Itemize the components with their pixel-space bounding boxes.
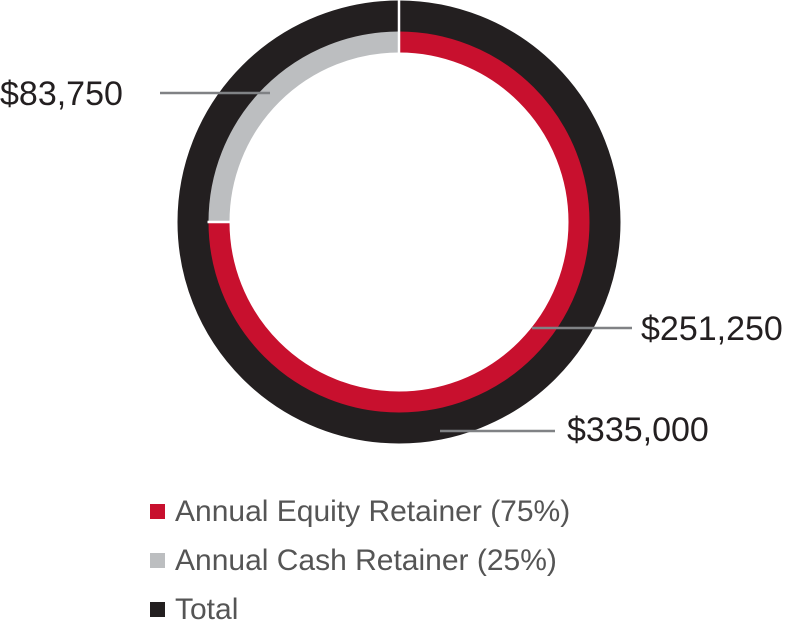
legend-label-total: Total — [175, 592, 239, 626]
data-label-equity: $251,250 — [641, 310, 783, 348]
legend-swatch-equity — [150, 504, 165, 519]
legend-swatch-cash — [150, 553, 165, 568]
legend-item-cash: Annual Cash Retainer (25%) — [150, 536, 570, 585]
legend-label-cash: Annual Cash Retainer (25%) — [175, 543, 557, 577]
legend: Annual Equity Retainer (75%) Annual Cash… — [150, 487, 570, 634]
data-label-cash: $83,750 — [0, 75, 123, 113]
legend-item-equity: Annual Equity Retainer (75%) — [150, 487, 570, 536]
rings-layer — [177, 0, 621, 444]
legend-item-total: Total — [150, 585, 570, 634]
data-label-total: $335,000 — [567, 411, 709, 449]
outer-ring-slice-total — [177, 0, 621, 444]
inner-ring-slice-annual-cash-retainer-25 — [208, 31, 400, 223]
legend-label-equity: Annual Equity Retainer (75%) — [175, 494, 571, 528]
legend-swatch-total — [150, 602, 165, 617]
inner-ring-slice-annual-equity-retainer-75 — [208, 31, 590, 413]
